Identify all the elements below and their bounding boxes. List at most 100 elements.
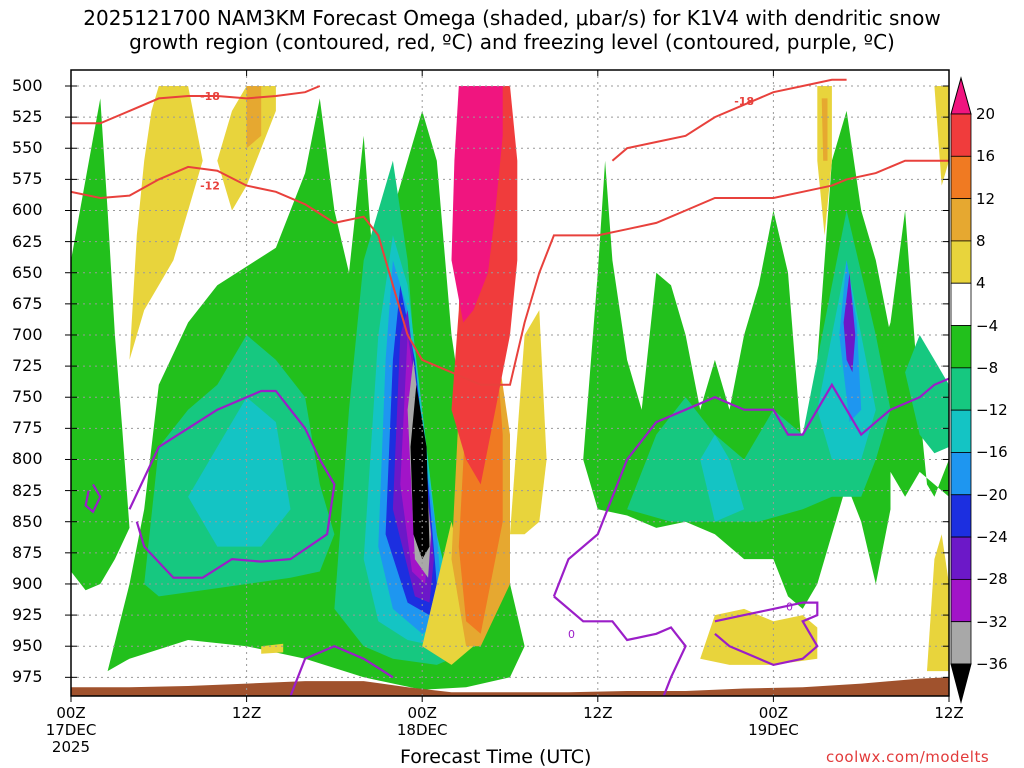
colorbar-bin: [950, 155, 972, 200]
time-tick-line1: 00Z: [56, 704, 86, 722]
freezing-contour-label: 0: [568, 628, 575, 641]
time-tick-line2: 19DEC: [748, 721, 799, 739]
chart-title-line-1: 2025121700 NAM3KM Forecast Omega (shaded…: [83, 6, 941, 30]
omega-region: [821, 98, 828, 161]
time-tick-label: 12Z: [217, 705, 277, 722]
colorbar-bin: [950, 494, 972, 538]
time-tick-line1: 12Z: [231, 704, 262, 722]
omega-region: [129, 86, 203, 360]
time-tick-label: 00Z 19DEC: [743, 705, 803, 739]
colorbar-label: −28: [976, 570, 1008, 589]
time-tick-line1: 00Z: [407, 704, 437, 722]
colorbar-label: −24: [976, 528, 1008, 547]
pressure-tick-label: 675: [12, 293, 43, 313]
pressure-tick-label: 750: [12, 387, 43, 407]
plot-frame: [70, 69, 950, 697]
time-tick-line1: 12Z: [934, 704, 964, 722]
colorbar-label: −36: [976, 655, 1008, 673]
omega-region: [700, 608, 818, 665]
colorbar-top-arrow: [950, 76, 972, 115]
colorbar-label: −4: [976, 316, 999, 335]
colorbar-bin: [950, 198, 972, 242]
time-tick-label: 00Z 17DEC 2025: [41, 705, 101, 756]
freezing-contour-label: 0: [786, 600, 793, 613]
omega-region: [927, 534, 949, 672]
pressure-tick-label: 625: [12, 231, 43, 251]
freezing-contour-line: [553, 595, 687, 696]
omega-region: [71, 98, 130, 591]
dgz-contour-label: -12: [200, 180, 220, 193]
colorbar-bin: [950, 452, 972, 496]
omega-region: [905, 335, 949, 454]
dgz-contour-line: [71, 85, 321, 125]
colorbar-label: −20: [976, 485, 1008, 504]
colorbar-bin: [950, 536, 972, 580]
pressure-tick-label: 950: [12, 636, 43, 656]
omega-field: [71, 86, 949, 696]
pressure-tick-label: 575: [12, 169, 43, 189]
omega-region: [627, 210, 891, 522]
time-tick-line2: 18DEC: [396, 721, 448, 739]
grid: [70, 70, 950, 696]
colorbar-bin: [950, 578, 972, 623]
dgz-contour-label: -18: [734, 95, 754, 108]
colorbar-label: −32: [976, 612, 1008, 631]
freezing-contours: 00: [84, 377, 949, 696]
time-tick-label: 00Z 18DEC: [392, 705, 452, 739]
pressure-tick-label: 550: [12, 138, 43, 158]
dgz-contours: -18 -18 -12: [71, 78, 949, 386]
pressure-tick-label: 725: [12, 356, 43, 376]
omega-region: [410, 384, 430, 560]
omega-region: [246, 86, 262, 149]
omega-region: [451, 86, 503, 323]
time-tick-line1: 00Z: [758, 704, 789, 722]
chart-title-line-2: growth region (contoured, red, ºC) and f…: [129, 30, 895, 54]
pressure-tick-label: 500: [12, 76, 43, 95]
colorbar: [950, 76, 972, 704]
colorbar-label: 4: [976, 274, 986, 293]
time-tick-line2: 17DEC: [45, 721, 97, 739]
pressure-tick-label: 875: [12, 542, 43, 562]
colorbar-label: 12: [976, 189, 996, 208]
time-tick-line3: 2025: [51, 738, 91, 756]
omega-region: [422, 521, 474, 665]
time-tick-line1: 12Z: [583, 704, 613, 722]
pressure-tick-label: 925: [12, 605, 43, 625]
freezing-contour-line: [714, 601, 819, 667]
pressure-tick-label: 975: [12, 667, 43, 687]
pressure-tick-label: 600: [12, 200, 43, 220]
freezing-contour-line: [128, 389, 336, 579]
colorbar-bin: [950, 282, 972, 326]
pressure-tick-label: 850: [12, 511, 43, 531]
time-tick-label: 12Z: [568, 705, 628, 722]
omega-region: [510, 310, 547, 535]
x-axis-title: Forecast Time (UTC): [400, 746, 592, 768]
colorbar-bin: [950, 621, 972, 665]
freezing-contour-line: [552, 377, 949, 597]
pressure-tick-label: 825: [12, 480, 43, 500]
omega-region: [843, 272, 856, 373]
source-credit: coolwx.com/modelts: [826, 748, 990, 766]
colorbar-label: −12: [976, 401, 1008, 420]
colorbar-label: 8: [976, 231, 986, 250]
dgz-contour-label: -18: [200, 90, 220, 103]
colorbar-bin: [950, 113, 972, 157]
dgz-contour-line: [71, 159, 949, 386]
pressure-tick-label: 775: [12, 418, 43, 438]
colorbar-label: 20: [976, 105, 996, 123]
colorbar-bin: [950, 367, 972, 411]
colorbar-label: −8: [976, 358, 999, 377]
dgz-contour-line: [611, 78, 847, 162]
colorbar-bin: [950, 240, 972, 284]
colorbar-label: −16: [976, 443, 1008, 462]
omega-region: [261, 643, 284, 654]
colorbar-label: 16: [976, 147, 996, 166]
pressure-tick-label: 650: [12, 262, 43, 282]
terrain: [71, 677, 949, 696]
pressure-tick-label: 700: [12, 324, 43, 344]
omega-region: [700, 434, 745, 522]
time-tick-label: 12Z: [919, 705, 979, 722]
freezing-contour-line: [84, 483, 102, 514]
colorbar-bin: [950, 325, 972, 369]
